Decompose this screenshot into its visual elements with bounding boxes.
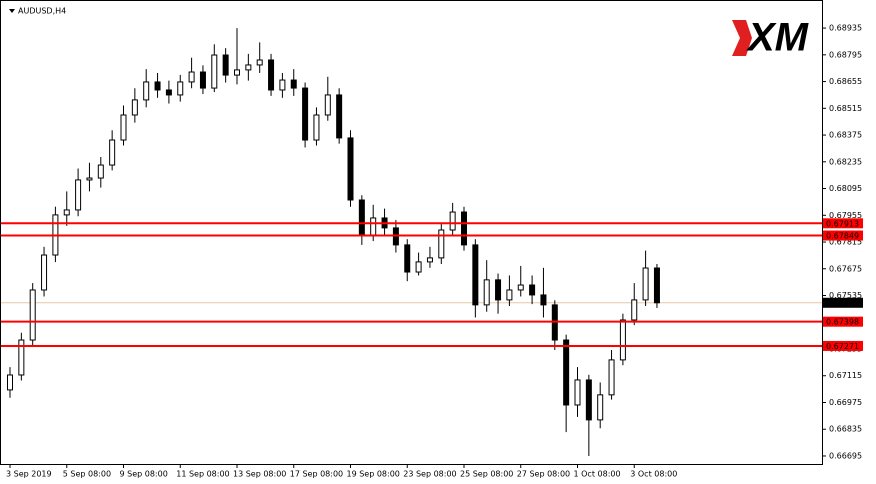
y-tick-label: 0.67815 xyxy=(829,238,862,247)
candle-body xyxy=(653,267,660,304)
candle-body xyxy=(211,54,218,89)
candle-body xyxy=(438,229,445,259)
x-tick-label: 3 Sep 2019 xyxy=(6,470,52,479)
x-tick-label: 27 Sep 08:00 xyxy=(517,470,570,479)
level-label-bg xyxy=(823,340,863,351)
candle-body xyxy=(540,294,547,306)
candle-body xyxy=(642,267,649,301)
candle-body xyxy=(404,244,411,273)
candle-body xyxy=(574,379,581,406)
logo-mark xyxy=(732,20,752,56)
y-tick-label: 0.68795 xyxy=(829,50,862,59)
y-tick-label: 0.68375 xyxy=(829,131,862,140)
candle-body xyxy=(279,79,286,91)
y-tick-label: 0.66975 xyxy=(829,398,862,407)
chart-title: AUDUSD,H4 xyxy=(18,7,66,16)
candle-body xyxy=(585,379,592,421)
x-tick-label: 17 Sep 08:00 xyxy=(290,470,343,479)
y-tick-label: 0.66695 xyxy=(829,451,862,460)
y-tick-label: 0.68655 xyxy=(829,77,862,86)
candle-body xyxy=(256,59,263,66)
candle-body xyxy=(234,69,240,76)
y-tick-label: 0.67535 xyxy=(829,291,862,300)
x-tick-label: 5 Sep 08:00 xyxy=(63,470,111,479)
candle-body xyxy=(302,87,309,141)
candle-body xyxy=(290,79,297,89)
candle-body xyxy=(222,54,229,76)
candle-body xyxy=(143,81,150,101)
candle-body xyxy=(358,199,365,236)
current-price-label-bg xyxy=(823,297,863,308)
current-price-label: 0.67497 xyxy=(826,299,859,308)
candle-body xyxy=(63,209,70,216)
x-tick-label: 23 Sep 08:00 xyxy=(403,470,456,479)
candle-body xyxy=(245,64,252,71)
level-label-bg xyxy=(823,218,863,229)
x-tick-label: 9 Sep 08:00 xyxy=(120,470,168,479)
candle-body xyxy=(313,114,320,141)
y-tick-label: 0.68095 xyxy=(829,184,862,193)
candle-body xyxy=(631,299,638,321)
candle-body xyxy=(109,139,116,166)
x-tick-label: 25 Sep 08:00 xyxy=(460,470,513,479)
candle-body xyxy=(426,257,433,263)
candle-body xyxy=(563,339,570,406)
y-tick-label: 0.68235 xyxy=(829,157,862,166)
level-label: 0.67913 xyxy=(826,219,859,228)
y-tick-label: 0.67675 xyxy=(829,264,862,273)
y-tick-label: 0.67115 xyxy=(829,371,862,380)
candle-body xyxy=(165,89,172,96)
x-tick-label: 11 Sep 08:00 xyxy=(176,470,229,479)
title-arrow xyxy=(9,9,15,13)
y-tick-label: 0.68515 xyxy=(829,104,862,113)
candle-body xyxy=(347,137,354,201)
x-tick-label: 3 Oct 08:00 xyxy=(630,470,677,479)
y-tick-label: 0.67955 xyxy=(829,211,862,220)
candle-body xyxy=(199,71,206,89)
x-tick-label: 1 Oct 08:00 xyxy=(574,470,621,479)
candle-body xyxy=(370,217,377,236)
level-label: 0.67271 xyxy=(826,342,859,351)
candle-body xyxy=(517,284,524,291)
candle-body xyxy=(131,99,138,116)
candle-body xyxy=(506,289,513,301)
y-tick-label: 0.66835 xyxy=(829,425,862,434)
candle-body xyxy=(75,179,82,211)
candle-body xyxy=(268,59,275,91)
candle-body xyxy=(120,114,127,141)
candle-body xyxy=(483,279,490,306)
x-tick-label: 13 Sep 08:00 xyxy=(233,470,286,479)
candle-body xyxy=(7,374,13,391)
candle-body xyxy=(415,261,422,273)
plot-frame xyxy=(0,0,823,465)
candle-body xyxy=(18,339,25,376)
candle-body xyxy=(86,177,93,181)
candle-body xyxy=(188,71,195,83)
level-label-bg xyxy=(823,230,863,241)
candle-body xyxy=(154,81,161,91)
candle-body xyxy=(29,289,36,341)
candle-body xyxy=(529,284,536,296)
level-label-bg xyxy=(823,316,863,327)
candle-body xyxy=(97,164,104,179)
candle-body xyxy=(336,94,343,139)
logo: XM xyxy=(732,16,810,60)
candle-body xyxy=(41,254,48,291)
candle-body xyxy=(619,319,626,361)
level-label: 0.67849 xyxy=(826,232,859,241)
candle-body xyxy=(177,81,184,96)
logo-text: XM xyxy=(746,16,810,60)
y-tick-label: 0.68935 xyxy=(829,24,862,33)
candle-body xyxy=(495,279,502,301)
candles xyxy=(7,28,660,456)
candle-body xyxy=(449,211,456,231)
candle-body xyxy=(472,244,479,306)
candle-body xyxy=(597,394,604,421)
level-label: 0.67398 xyxy=(826,318,859,327)
candle-body xyxy=(324,94,331,116)
candle-body xyxy=(461,211,467,246)
candle-body xyxy=(608,359,615,396)
x-tick-label: 19 Sep 08:00 xyxy=(347,470,400,479)
